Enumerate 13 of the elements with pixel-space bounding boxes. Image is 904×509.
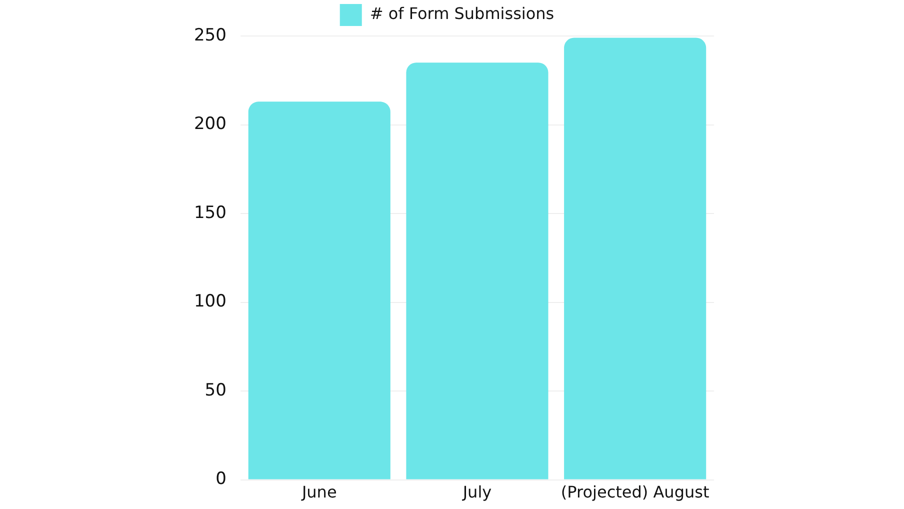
x-tick-label: July bbox=[462, 482, 492, 502]
y-tick-label: 0 bbox=[216, 469, 226, 490]
bar bbox=[406, 62, 548, 480]
bar bbox=[564, 38, 706, 480]
x-tick-label: June bbox=[300, 482, 337, 502]
legend-label: # of Form Submissions bbox=[370, 4, 554, 24]
y-tick-label: 150 bbox=[194, 202, 226, 223]
y-tick-label: 250 bbox=[194, 25, 226, 46]
y-tick-label: 50 bbox=[204, 380, 226, 400]
bar bbox=[248, 102, 390, 480]
y-tick-label: 200 bbox=[194, 114, 226, 134]
y-tick-label: 100 bbox=[194, 292, 226, 312]
x-tick-label: (Projected) August bbox=[560, 482, 710, 502]
